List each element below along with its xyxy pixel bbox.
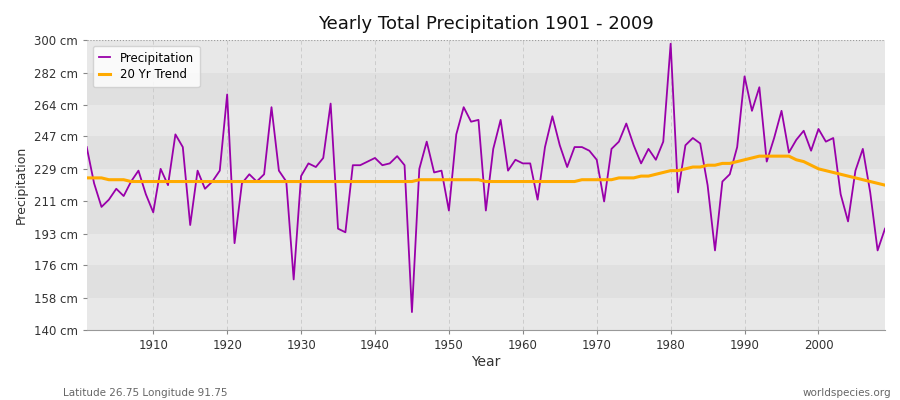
Line: Precipitation: Precipitation xyxy=(86,44,885,312)
Precipitation xyxy=(140,192,151,197)
Bar xyxy=(86,73,885,105)
20 Yr Trend xyxy=(518,179,528,184)
20 Yr Trend xyxy=(754,154,765,158)
20 Yr Trend xyxy=(140,179,151,184)
Precipitation xyxy=(525,161,535,166)
Title: Yearly Total Precipitation 1901 - 2009: Yearly Total Precipitation 1901 - 2009 xyxy=(318,15,653,33)
Bar xyxy=(86,234,885,265)
20 Yr Trend xyxy=(81,176,92,180)
Bar xyxy=(86,169,885,202)
Y-axis label: Precipitation: Precipitation xyxy=(15,146,28,224)
Precipitation xyxy=(81,145,92,150)
Precipitation xyxy=(303,161,314,166)
Precipitation xyxy=(614,139,625,144)
Bar xyxy=(86,105,885,136)
Text: worldspecies.org: worldspecies.org xyxy=(803,388,891,398)
20 Yr Trend xyxy=(879,183,890,188)
Precipitation xyxy=(518,161,528,166)
Bar xyxy=(86,202,885,234)
X-axis label: Year: Year xyxy=(472,355,500,369)
20 Yr Trend xyxy=(303,179,314,184)
Precipitation xyxy=(347,163,358,168)
Legend: Precipitation, 20 Yr Trend: Precipitation, 20 Yr Trend xyxy=(93,46,200,87)
Precipitation xyxy=(407,310,418,314)
Precipitation xyxy=(665,41,676,46)
Bar xyxy=(86,265,885,298)
Precipitation xyxy=(879,226,890,231)
Line: 20 Yr Trend: 20 Yr Trend xyxy=(86,156,885,185)
Bar xyxy=(86,40,885,73)
20 Yr Trend xyxy=(606,177,616,182)
20 Yr Trend xyxy=(510,179,521,184)
Bar xyxy=(86,136,885,169)
Text: Latitude 26.75 Longitude 91.75: Latitude 26.75 Longitude 91.75 xyxy=(63,388,228,398)
Bar xyxy=(86,298,885,330)
20 Yr Trend xyxy=(347,179,358,184)
